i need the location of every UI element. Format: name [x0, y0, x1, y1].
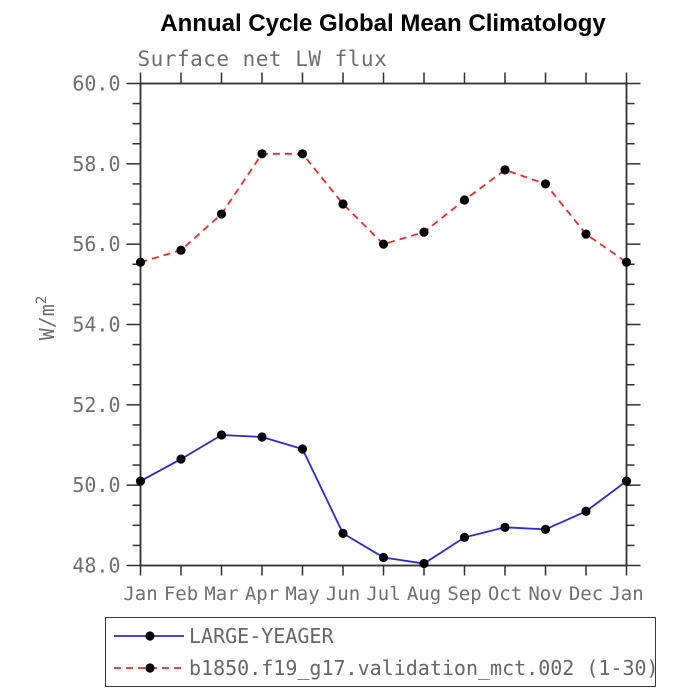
legend-line-sample-dashed: [114, 663, 184, 673]
svg-text:58.0: 58.0: [72, 152, 120, 176]
svg-text:54.0: 54.0: [72, 313, 120, 337]
svg-text:Mar: Mar: [204, 583, 238, 605]
svg-text:Jul: Jul: [366, 583, 400, 605]
legend-item-large-yeager: LARGE-YEAGER: [106, 621, 655, 651]
chart-title: Annual Cycle Global Mean Climatology: [160, 10, 606, 37]
svg-text:Jan: Jan: [123, 583, 157, 605]
svg-text:Jan: Jan: [609, 583, 643, 605]
svg-text:Surface net LW flux: Surface net LW flux: [138, 47, 388, 71]
svg-text:Feb: Feb: [164, 583, 198, 605]
svg-text:48.0: 48.0: [72, 554, 120, 578]
svg-text:56.0: 56.0: [72, 232, 120, 256]
legend-label: LARGE-YEAGER: [189, 623, 334, 648]
svg-text:Sep: Sep: [447, 583, 481, 605]
legend-label: b1850.f19_g17.validation_mct.002 (1-30): [189, 656, 659, 681]
svg-text:W/m2: W/m2: [34, 296, 59, 341]
svg-text:Jun: Jun: [326, 583, 360, 605]
svg-text:Nov: Nov: [528, 583, 562, 605]
svg-text:60.0: 60.0: [72, 72, 120, 96]
svg-text:Dec: Dec: [569, 583, 603, 605]
legend: LARGE-YEAGER b1850.f19_g17.validation_mc…: [105, 617, 659, 687]
svg-text:Apr: Apr: [245, 583, 279, 605]
svg-text:Aug: Aug: [407, 583, 441, 605]
svg-text:May: May: [285, 583, 319, 605]
legend-line-sample-solid: [114, 631, 184, 641]
svg-text:52.0: 52.0: [72, 393, 120, 417]
svg-text:Oct: Oct: [488, 583, 522, 605]
legend-item-validation: b1850.f19_g17.validation_mct.002 (1-30): [106, 653, 659, 683]
svg-text:50.0: 50.0: [72, 473, 120, 497]
